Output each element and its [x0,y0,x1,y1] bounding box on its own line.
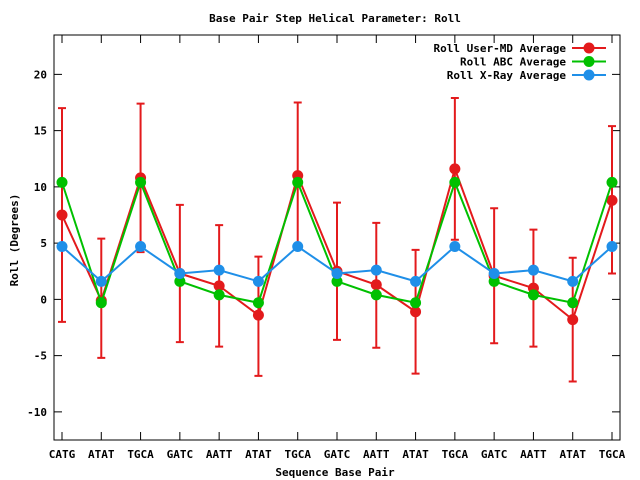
data-point [527,289,539,301]
data-point [606,241,618,252]
data-point [135,241,147,252]
legend-label: Roll X-Ray Average [447,69,567,82]
x-tick-label: GATC [167,448,194,461]
x-tick-label: CATG [49,448,76,461]
data-point [292,176,304,188]
data-point [213,264,225,276]
data-point [174,275,186,287]
x-tick-label: AATT [206,448,233,461]
data-point [56,176,68,188]
y-tick-label: 0 [40,293,47,306]
data-point [331,268,343,279]
x-tick-label: TGCA [442,448,469,461]
y-axis-label: Roll (Degrees) [8,194,21,287]
chart-title: Base Pair Step Helical Parameter: Roll [209,12,461,25]
data-point [292,241,304,252]
data-point [370,289,382,301]
data-point [252,297,264,309]
data-point [56,209,68,221]
data-point [449,163,461,175]
x-tick-label: GATC [324,448,351,461]
data-point [449,176,461,188]
x-tick-label: TGCA [127,448,154,461]
data-point [527,264,539,276]
y-ticks: -10 -5 0 5 10 15 20 [27,68,620,419]
error-bars [58,97,616,383]
legend-swatch-marker [583,42,595,54]
data-point [95,297,107,309]
data-point [410,306,422,318]
data-point [252,309,264,321]
x-tick-label: TGCA [284,448,311,461]
legend-swatch-marker [583,56,595,67]
data-point [606,176,618,188]
series-2 [56,176,618,309]
data-point [410,275,422,287]
y-tick-label: 10 [34,181,47,194]
x-tick-label: GATC [481,448,508,461]
x-tick-label: AATT [520,448,547,461]
x-tick-label: ATAT [245,448,272,461]
data-point [331,275,343,287]
data-point [567,314,579,326]
series [56,163,618,326]
data-point [449,241,461,252]
series-3 [56,241,618,287]
data-point [95,275,107,287]
data-point [370,264,382,276]
data-point [567,297,579,309]
y-tick-label: 15 [34,125,47,138]
x-tick-label: AATT [363,448,390,461]
x-tick-label: TGCA [599,448,626,461]
x-tick-label: ATAT [88,448,115,461]
data-point [56,241,68,252]
data-point [567,275,579,287]
data-point [488,268,500,279]
data-point [488,275,500,287]
data-point [213,280,225,292]
x-tick-label: ATAT [402,448,429,461]
y-tick-label: -10 [27,406,47,419]
y-tick-label: -5 [34,350,47,363]
legend-swatch-marker [583,69,595,81]
legend-label: Roll User-MD Average [434,42,567,55]
legend-label: Roll ABC Average [460,56,566,69]
x-axis-label: Sequence Base Pair [275,466,395,479]
data-point [174,268,186,279]
data-point [606,194,618,206]
data-point [252,275,264,287]
data-point [370,279,382,291]
x-ticks: CATG ATAT TGCA GATC AATT ATAT TGCA GATC AATT ATAT… [49,35,626,461]
data-point [213,289,225,301]
data-point [135,176,147,188]
x-tick-label: ATAT [559,448,586,461]
data-point [410,297,422,309]
y-tick-label: 20 [34,68,47,81]
y-tick-label: 5 [40,237,47,250]
